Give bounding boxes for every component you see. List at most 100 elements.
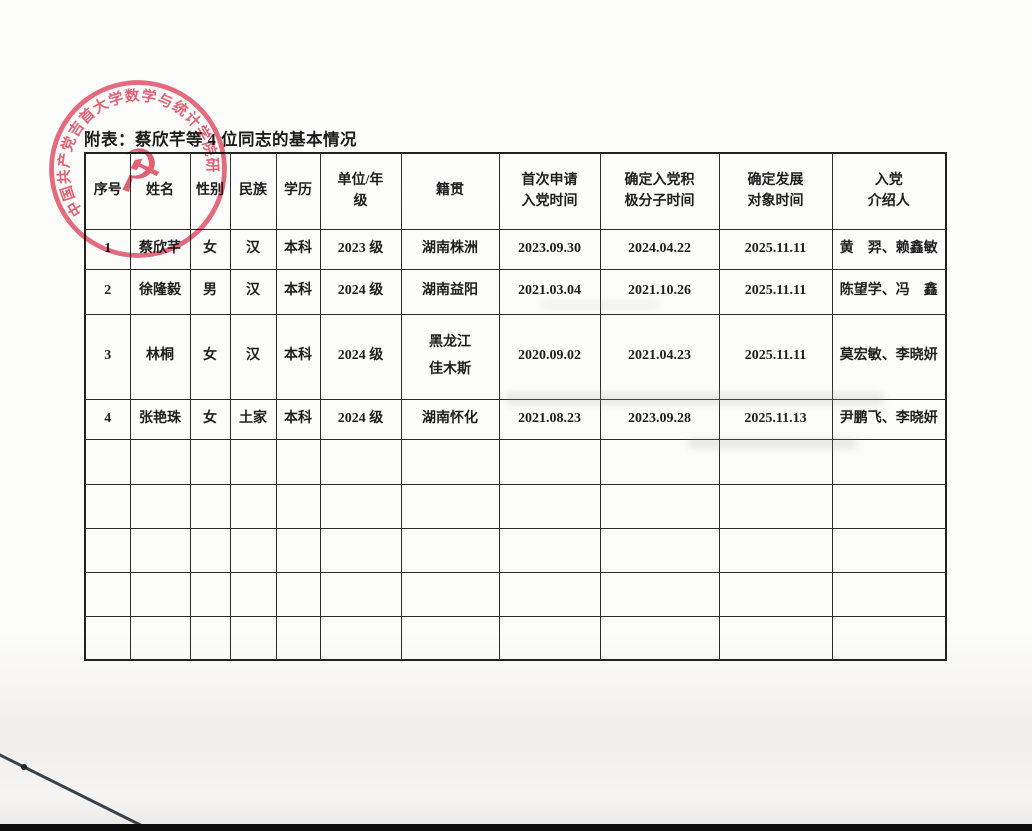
table-cell: 2 — [84, 268, 131, 315]
table-cell — [84, 571, 131, 617]
table-cell — [229, 615, 277, 661]
header-cell: 首次申请 入党时间 — [498, 152, 601, 230]
table-cell: 黑龙江 佳木斯 — [400, 313, 500, 400]
table-cell — [275, 483, 321, 529]
table-cell: 2023 级 — [319, 228, 402, 270]
table-cell — [84, 527, 131, 573]
table-cell: 4 — [84, 398, 131, 440]
table-cell — [84, 483, 131, 529]
document-title: 附表：蔡欣芊等 4 位同志的基本情况 — [84, 130, 357, 149]
table-cell: 1 — [84, 228, 131, 270]
table-cell — [229, 483, 277, 529]
table-cell — [599, 571, 720, 617]
table-cell: 汉 — [229, 268, 277, 315]
table-cell — [831, 571, 947, 617]
scan-smudge — [688, 438, 858, 449]
table-cell: 本科 — [275, 313, 321, 400]
table-cell: 2021.04.23 — [599, 313, 720, 400]
table-cell — [275, 615, 321, 661]
table-cell: 湖南株洲 — [400, 228, 500, 270]
table-cell: 湖南益阳 — [400, 268, 500, 315]
table-cell: 2025.11.11 — [718, 268, 833, 315]
table-cell: 2024.04.22 — [599, 228, 720, 270]
table-cell — [189, 483, 231, 529]
header-cell: 确定入党积 极分子时间 — [599, 152, 720, 230]
table-cell — [400, 483, 500, 529]
table-cell: 2023.09.30 — [498, 228, 601, 270]
basic-info-table: 序号 姓名 性别 民族 学历 单位/年 级籍贯 首次申请 入党时间 确定入党积 极分子时间 确定… — [84, 152, 947, 661]
table-cell — [129, 527, 191, 573]
table-row: 1 蔡欣芊女汉本科 2023 级湖南株洲 2023.09.30 2024.04.22 20… — [84, 228, 947, 270]
header-cell: 学历 — [275, 152, 321, 230]
table-cell: 蔡欣芊 — [129, 228, 191, 270]
table-cell: 男 — [189, 268, 231, 315]
table-cell — [498, 571, 601, 617]
header-cell: 民族 — [229, 152, 277, 230]
table-cell — [718, 438, 833, 485]
table-cell — [400, 571, 500, 617]
table-cell — [831, 483, 947, 529]
table-cell — [319, 571, 402, 617]
scan-line-dot — [21, 764, 27, 770]
table-row: 3 林桐女汉本科 2024 级黑龙江 佳木斯 2020.09.02 2021.04.23… — [84, 313, 947, 400]
table-cell: 湖南怀化 — [400, 398, 500, 440]
table-row — [84, 483, 947, 529]
table-cell — [599, 483, 720, 529]
table-cell — [129, 571, 191, 617]
table-cell — [718, 483, 833, 529]
table-cell: 黄 羿、赖鑫敏 — [831, 228, 947, 270]
table-cell — [129, 438, 191, 485]
table-cell: 汉 — [229, 313, 277, 400]
table-cell: 2025.11.11 — [718, 313, 833, 400]
table-row — [84, 615, 947, 661]
table-cell: 尹鹏飞、李晓妍 — [831, 398, 947, 440]
table-row: 2 徐隆毅男汉本科 2024 级湖南益阳 2021.03.04 2021.10.26 20… — [84, 268, 947, 315]
table-cell — [229, 438, 277, 485]
table-cell — [319, 527, 402, 573]
table-cell: 陈望学、冯 鑫 — [831, 268, 947, 315]
table-cell: 2025.11.11 — [718, 228, 833, 270]
table-row — [84, 527, 947, 573]
table-cell: 女 — [189, 398, 231, 440]
header-cell: 入党 介绍人 — [831, 152, 947, 230]
table-cell: 2024 级 — [319, 398, 402, 440]
table-cell — [189, 527, 231, 573]
table-cell: 张艳珠 — [129, 398, 191, 440]
table-cell — [319, 483, 402, 529]
table-cell: 2021.08.23 — [498, 398, 601, 440]
table-cell: 莫宏敏、李晓妍 — [831, 313, 947, 400]
table-cell — [831, 615, 947, 661]
table-cell — [831, 527, 947, 573]
table-cell: 2021.10.26 — [599, 268, 720, 315]
table-cell: 女 — [189, 313, 231, 400]
scan-bottom-bar — [0, 824, 1032, 831]
table-cell — [718, 571, 833, 617]
table-cell — [229, 571, 277, 617]
table-cell — [498, 615, 601, 661]
table-cell — [319, 438, 402, 485]
table-cell: 徐隆毅 — [129, 268, 191, 315]
header-cell: 序号 — [84, 152, 131, 230]
table-cell: 2020.09.02 — [498, 313, 601, 400]
table-cell: 土家 — [229, 398, 277, 440]
table-cell: 本科 — [275, 228, 321, 270]
table-cell — [275, 571, 321, 617]
header-cell: 确定发展 对象时间 — [718, 152, 833, 230]
header-cell: 籍贯 — [400, 152, 500, 230]
table-cell — [84, 615, 131, 661]
table-cell — [129, 615, 191, 661]
table-cell — [498, 438, 601, 485]
scan-smudge — [540, 300, 660, 310]
table-header-row: 序号 姓名 性别 民族 学历 单位/年 级籍贯 首次申请 入党时间 确定入党积 极分子时间 确定… — [84, 152, 947, 230]
table-cell: 2023.09.28 — [599, 398, 720, 440]
header-cell: 单位/年 级 — [319, 152, 402, 230]
table-row: 4 张艳珠女土家 本科 2024 级湖南怀化 2021.08.23 2023.09.28 2… — [84, 398, 947, 440]
table-cell: 本科 — [275, 398, 321, 440]
table-cell: 2024 级 — [319, 268, 402, 315]
table-cell — [84, 438, 131, 485]
table-cell — [599, 615, 720, 661]
scan-smudge — [505, 392, 885, 405]
table-cell: 3 — [84, 313, 131, 400]
table-cell — [189, 615, 231, 661]
